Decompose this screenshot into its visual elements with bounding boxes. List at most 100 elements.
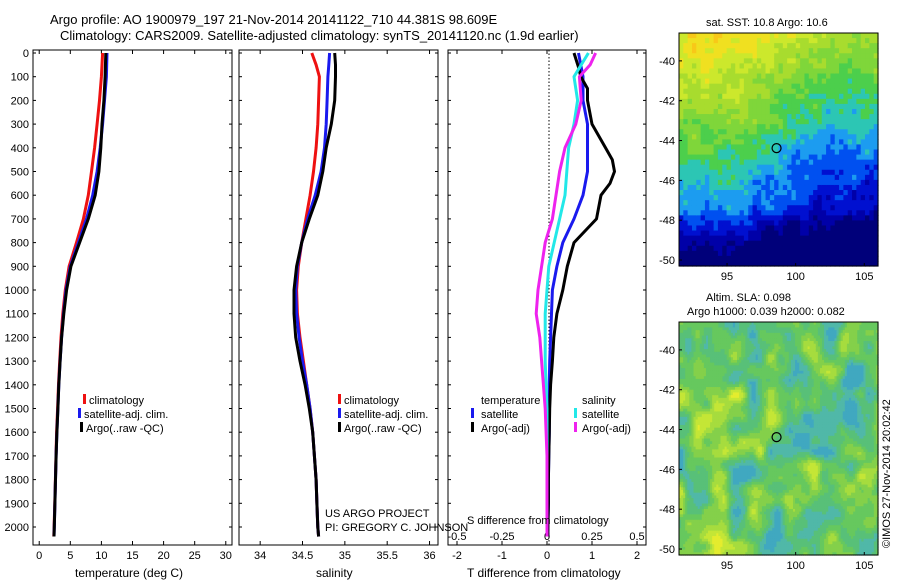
map-cell: [699, 340, 703, 345]
map-cell: [724, 498, 728, 502]
map-cell: [774, 108, 780, 115]
map-cell: [718, 343, 722, 347]
map-cell: [743, 159, 749, 166]
map-cell: [714, 354, 717, 358]
map-cell: [713, 200, 719, 206]
map-cell: [752, 38, 758, 44]
map-cell: [869, 43, 875, 49]
map-cell: [685, 452, 688, 456]
map-cell: [679, 53, 684, 59]
map-cell: [687, 68, 693, 75]
map-cell: [693, 338, 697, 342]
map-cell: [826, 139, 832, 146]
map-cell: [722, 73, 728, 80]
map-cell: [685, 397, 688, 402]
map-cell: [683, 419, 686, 423]
map-cell: [735, 124, 741, 130]
map-cell: [873, 245, 879, 252]
map-cell: [735, 174, 741, 181]
map-cell: [752, 205, 758, 211]
map-cell: [708, 544, 711, 548]
map-cell: [732, 384, 736, 388]
map-cell: [726, 73, 732, 80]
map-cell: [728, 446, 732, 450]
map-cell: [735, 225, 741, 232]
map-cell: [703, 335, 707, 339]
map-cell: [699, 322, 703, 326]
map-cell: [839, 134, 844, 140]
map-cell: [739, 471, 742, 475]
map-cell: [737, 389, 740, 394]
map-cell: [689, 498, 693, 502]
map-cell: [730, 338, 734, 342]
map-cell: [724, 392, 728, 396]
map-cell: [710, 427, 713, 431]
map-cell: [756, 169, 762, 176]
map-cell: [695, 408, 699, 413]
map-cell: [683, 38, 689, 44]
map-cell: [718, 500, 722, 505]
map-cell: [735, 240, 741, 247]
map-cell: [720, 408, 724, 413]
map-cell: [756, 245, 762, 252]
map-cell: [705, 332, 709, 337]
map-cell: [778, 169, 784, 176]
map-cell: [720, 519, 724, 524]
map-cell: [703, 338, 707, 342]
map-cell: [726, 230, 732, 237]
map-cell: [830, 33, 836, 39]
map-cell: [714, 400, 717, 404]
map-cell: [705, 376, 709, 380]
map-cell: [732, 549, 736, 553]
map-cell: [679, 430, 682, 434]
map-cell: [728, 408, 732, 413]
map-cell: [791, 129, 797, 135]
map-cell: [800, 245, 806, 252]
map-cell: [860, 134, 866, 140]
map-cell: [856, 134, 862, 140]
map-cell: [718, 424, 722, 429]
map-cell: [681, 433, 684, 437]
map-cell: [687, 250, 693, 257]
map-cell: [728, 381, 732, 385]
map-cell: [705, 354, 709, 358]
map-cell: [817, 245, 823, 252]
map-cell: [705, 381, 709, 385]
map-cell: [847, 114, 853, 120]
map-cell: [710, 403, 713, 407]
map-cell: [703, 446, 707, 450]
map-frame: [678, 32, 879, 267]
map-cell: [720, 489, 724, 494]
map-cell: [685, 408, 688, 413]
map-cell: [695, 397, 699, 402]
map-cell: [869, 220, 875, 227]
map-cell: [699, 503, 703, 507]
map-cell: [743, 220, 749, 227]
map-cell: [708, 536, 711, 540]
map-cell: [741, 365, 744, 369]
map-cell: [743, 129, 749, 135]
map-cell: [728, 392, 732, 396]
map-cell: [683, 392, 686, 396]
map-cell: [724, 441, 728, 445]
map-cell: [843, 124, 849, 130]
map-cell: [791, 179, 797, 186]
map-cell: [739, 327, 742, 331]
map-cell: [700, 63, 706, 70]
map-cell: [782, 73, 788, 80]
map-cell: [761, 83, 767, 90]
map-cell: [782, 200, 788, 206]
map-cell: [732, 430, 736, 434]
map-cell: [734, 449, 738, 453]
map-cell: [724, 362, 728, 366]
map-cell: [856, 250, 862, 257]
map-cell: [679, 506, 682, 510]
map-cell: [730, 498, 734, 502]
x-tick-label: 1: [589, 550, 595, 562]
map-cell: [813, 93, 819, 100]
map-cell: [765, 63, 771, 70]
map-cell: [728, 514, 732, 518]
map-cell: [691, 449, 695, 453]
map-cell: [728, 362, 732, 366]
map-cell: [726, 58, 732, 64]
